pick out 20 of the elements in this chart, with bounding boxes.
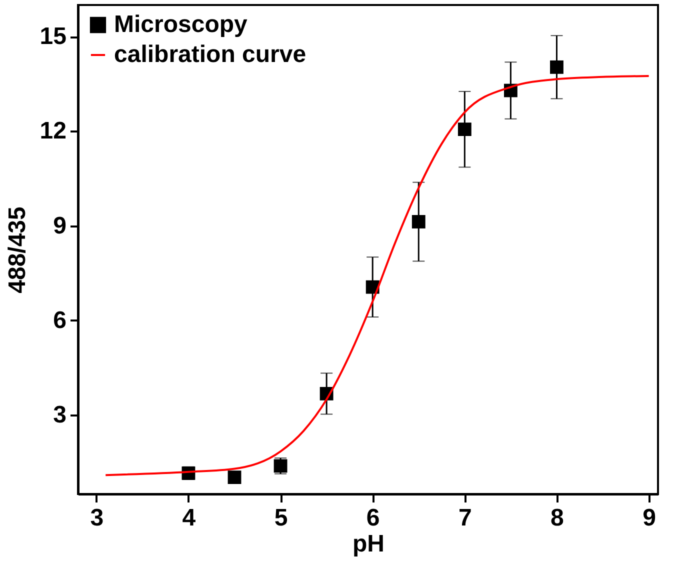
x-tick-label: 8: [550, 504, 564, 532]
legend-label: Microscopy: [114, 11, 248, 38]
x-tick-label: 3: [90, 504, 104, 532]
x-tick-label: 6: [366, 504, 380, 532]
point: [228, 470, 242, 484]
point: [458, 122, 472, 136]
point: [412, 215, 426, 228]
y-tick-label: 12: [40, 118, 66, 145]
y-tick-label: 6: [53, 306, 66, 334]
point: [550, 60, 564, 74]
y-tick-label: 3: [53, 402, 66, 429]
legend-label: calibration curve: [114, 41, 306, 68]
x-tick-label: 5: [274, 504, 288, 532]
x-axis-title: pH: [352, 530, 384, 558]
x-tick-label: 4: [182, 504, 196, 532]
x-tick-label: 9: [642, 504, 656, 532]
y-axis-title: 488/435: [4, 206, 31, 294]
x-tick-label: 7: [458, 504, 472, 532]
y-tick-label: 9: [53, 212, 66, 240]
y-tick-label: 15: [40, 23, 66, 50]
